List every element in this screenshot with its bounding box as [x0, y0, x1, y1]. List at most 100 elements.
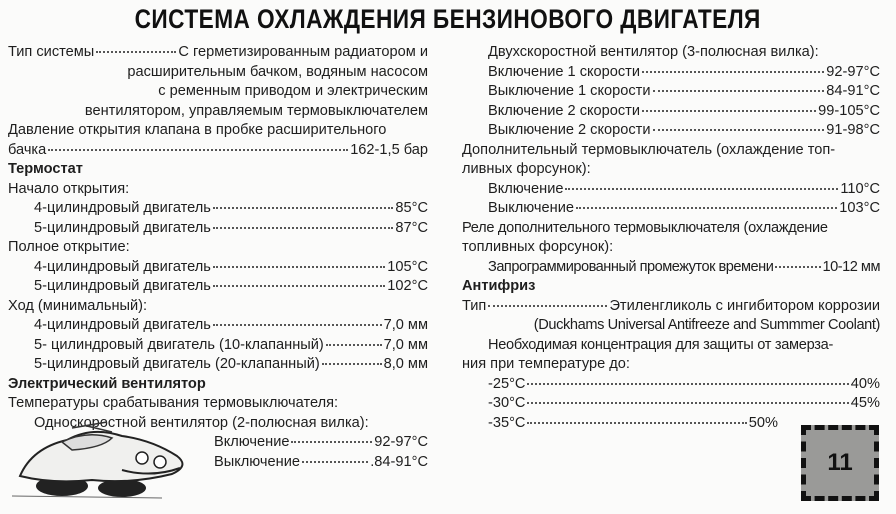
label: Тип системы — [8, 44, 95, 60]
dot-leader — [652, 90, 825, 92]
label: -25°C — [488, 375, 526, 392]
value: 50% — [748, 414, 778, 431]
value: .84-91°C — [370, 453, 428, 470]
spec-row: Выключение .84-91°C — [8, 453, 428, 473]
value: 7,0 мм — [383, 317, 428, 333]
spec-row: -30°C 45% — [462, 394, 880, 414]
subheading: Односкоростной вентилятор (2-полюсная ви… — [34, 414, 369, 431]
value: 110°C — [840, 180, 880, 197]
system-type-row: Тип системы С герметизированным радиаторо… — [8, 43, 428, 63]
label: бачка — [8, 141, 47, 158]
value: Этиленгликоль с ингибитором коррозии — [609, 297, 880, 314]
spec-row: 5-цилиндровый двигатель 102°C — [8, 277, 428, 297]
dot-leader — [325, 343, 382, 346]
spec-row: 5-цилиндровый двигатель 87°C — [8, 219, 428, 239]
subheading: ливных форсунок): — [462, 161, 591, 177]
label: -30°C — [488, 395, 526, 411]
dot-leader — [642, 109, 817, 112]
pressure-row: бачка 162-1,5 бар — [8, 141, 428, 161]
dot-leader — [527, 382, 849, 385]
spec-row: Включение 1 скорости 92-97°C — [462, 63, 880, 83]
spec-row: Тип Этиленгликоль с ингибитором коррозии — [462, 297, 880, 317]
dot-leader — [212, 207, 394, 209]
subheading: Дополнительный термовыключатель (охлажде… — [462, 141, 836, 158]
value: 102°C — [387, 278, 428, 294]
dot-leader — [212, 226, 394, 229]
label: Выключение — [488, 200, 574, 216]
value: 99-105°C — [818, 102, 880, 119]
subheading: Полное открытие: — [8, 239, 130, 255]
subheading: Двухскоростной вентилятор (3-полюсная ви… — [488, 44, 819, 60]
label: 5-цилиндровый двигатель — [34, 278, 211, 294]
value: 91-98°C — [826, 122, 880, 138]
value: 162-1,5 бар — [350, 141, 428, 158]
subheading: Температуры срабатывания термовыключател… — [8, 395, 339, 411]
value: 92-97°C — [826, 63, 880, 80]
spec-row: 5-цилиндровый двигатель (20-клапанный) 8,… — [8, 355, 428, 375]
spec-row: Включение 110°C — [462, 180, 880, 200]
left-column: Тип системы С герметизированным радиаторо… — [8, 43, 428, 472]
label: Включение 1 скорости — [488, 63, 641, 80]
spec-row: Выключение 1 скорости 84-91°C — [462, 82, 880, 102]
system-type-cont: с ременным приводом и электрическим — [158, 83, 428, 99]
value: 7,0 мм — [383, 336, 428, 353]
type-cont: (Duckhams Universal Antifreeze and Summm… — [533, 317, 881, 333]
value: 87°C — [395, 219, 428, 236]
subheading: Начало открытия: — [8, 180, 130, 197]
spec-row: Запрограммированный промежуток времени 10… — [462, 258, 881, 278]
page-number-badge: 11 — [801, 425, 879, 501]
cartoon-car-illustration — [12, 421, 184, 499]
label: 4-цилиндровый двигатель — [34, 317, 211, 333]
concentration-text: Необходимая концентрация для защиты от з… — [488, 336, 834, 353]
spec-row: 4-цилиндровый двигатель 7,0 мм — [8, 316, 428, 336]
value: 85°C — [395, 200, 428, 216]
dot-leader — [48, 148, 349, 151]
spec-row: 4-цилиндровый двигатель 85°C — [8, 199, 428, 219]
subheading: Ход (минимальный): — [8, 297, 148, 314]
dot-leader — [96, 51, 177, 53]
label: Включение — [214, 434, 290, 450]
dot-leader — [212, 324, 382, 326]
label: 5-цилиндровый двигатель — [34, 219, 211, 236]
dot-leader — [212, 285, 386, 287]
dot-leader — [575, 207, 838, 209]
spec-row: 5- цилиндровый двигатель (10-клапанный) 7… — [8, 336, 428, 356]
page-title: СИСТЕМА ОХЛАЖДЕНИЯ БЕНЗИНОВОГО ДВИГАТЕЛЯ — [134, 4, 762, 34]
label: Выключение 2 скорости — [488, 122, 651, 138]
dot-leader — [488, 304, 608, 307]
label: 4-цилиндровый двигатель — [34, 200, 211, 216]
value: С герметизированным радиатором и — [178, 44, 428, 60]
section-heading: Антифриз — [462, 278, 536, 294]
label: Выключение 1 скорости — [488, 83, 651, 99]
dot-leader — [565, 187, 839, 190]
value: 10-12 мм — [822, 258, 881, 275]
subheading: Реле дополнительного термовыключателя (о… — [462, 219, 828, 236]
label: Выключение — [214, 453, 300, 470]
spec-row: Выключение 103°C — [462, 199, 880, 219]
dot-leader — [301, 460, 369, 463]
dot-leader — [527, 402, 849, 404]
section-heading: Электрический вентилятор — [8, 375, 206, 392]
value: 103°C — [839, 200, 880, 216]
label: Включение — [488, 180, 564, 197]
spec-row: Включение 2 скорости 99-105°C — [462, 102, 880, 122]
system-type-cont: вентилятором, управляемым термовыключате… — [84, 102, 428, 119]
label: Запрограммированный промежуток времени — [488, 258, 774, 275]
page-number: 11 — [827, 449, 853, 476]
dot-leader — [212, 265, 386, 268]
label: -35°C — [488, 414, 526, 431]
value: 84-91°C — [826, 83, 880, 99]
label: 5-цилиндровый двигатель (20-клапанный) — [34, 356, 320, 372]
spec-row: 4-цилиндровый двигатель 105°C — [8, 258, 428, 278]
dot-leader — [291, 441, 373, 443]
spec-row: -35°C 50% — [462, 414, 778, 434]
section-heading: Термостат — [8, 161, 83, 177]
label: Включение 2 скорости — [488, 102, 641, 119]
spec-row: -25°C 40% — [462, 375, 880, 395]
dot-leader — [527, 421, 747, 424]
subheading: топливных форсунок): — [462, 239, 614, 255]
right-column: Двухскоростной вентилятор (3-полюсная ви… — [462, 43, 881, 434]
value: 45% — [850, 395, 880, 411]
spec-row: Включение 92-97°C — [8, 433, 428, 453]
concentration-text: ния при температуре до: — [462, 356, 630, 372]
